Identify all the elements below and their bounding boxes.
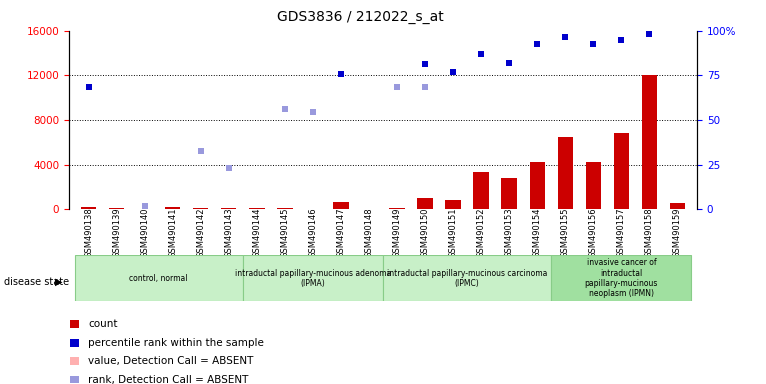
Text: GSM490146: GSM490146 bbox=[309, 207, 317, 258]
Text: GSM490158: GSM490158 bbox=[645, 207, 654, 258]
Text: GSM490159: GSM490159 bbox=[673, 207, 682, 258]
Bar bbox=[109, 208, 124, 209]
Bar bbox=[70, 376, 80, 383]
Text: GSM490148: GSM490148 bbox=[365, 207, 374, 258]
FancyBboxPatch shape bbox=[552, 255, 692, 301]
Text: GSM490145: GSM490145 bbox=[280, 207, 290, 258]
Text: GSM490138: GSM490138 bbox=[84, 207, 93, 258]
Bar bbox=[642, 75, 657, 209]
Bar bbox=[585, 162, 601, 209]
Text: GSM490141: GSM490141 bbox=[169, 207, 177, 258]
Text: GSM490156: GSM490156 bbox=[589, 207, 597, 258]
Bar bbox=[502, 178, 517, 209]
FancyBboxPatch shape bbox=[383, 255, 552, 301]
FancyBboxPatch shape bbox=[74, 255, 243, 301]
FancyBboxPatch shape bbox=[243, 255, 383, 301]
Text: GSM490140: GSM490140 bbox=[140, 207, 149, 258]
Bar bbox=[614, 133, 629, 209]
Bar bbox=[558, 137, 573, 209]
Bar bbox=[473, 172, 489, 209]
Bar bbox=[165, 207, 181, 209]
Text: GSM490153: GSM490153 bbox=[505, 207, 514, 258]
Text: GDS3836 / 212022_s_at: GDS3836 / 212022_s_at bbox=[277, 10, 444, 23]
Text: GSM490150: GSM490150 bbox=[421, 207, 430, 258]
Text: percentile rank within the sample: percentile rank within the sample bbox=[88, 338, 264, 348]
Text: GSM490154: GSM490154 bbox=[532, 207, 542, 258]
Bar bbox=[70, 320, 80, 328]
Text: invasive cancer of
intraductal
papillary-mucinous
neoplasm (IPMN): invasive cancer of intraductal papillary… bbox=[584, 258, 658, 298]
Bar bbox=[669, 203, 685, 209]
Text: GSM490155: GSM490155 bbox=[561, 207, 570, 258]
Text: GSM490152: GSM490152 bbox=[476, 207, 486, 258]
Text: disease state: disease state bbox=[4, 277, 69, 287]
Bar bbox=[417, 198, 433, 209]
Text: intraductal papillary-mucinous carcinoma
(IPMC): intraductal papillary-mucinous carcinoma… bbox=[387, 269, 548, 288]
Text: intraductal papillary-mucinous adenoma
(IPMA): intraductal papillary-mucinous adenoma (… bbox=[234, 269, 391, 288]
Text: GSM490149: GSM490149 bbox=[392, 207, 401, 258]
Bar bbox=[193, 208, 208, 209]
Bar bbox=[221, 208, 237, 209]
Text: GSM490142: GSM490142 bbox=[196, 207, 205, 258]
Bar bbox=[70, 357, 80, 365]
Text: GSM490147: GSM490147 bbox=[336, 207, 345, 258]
Text: control, normal: control, normal bbox=[129, 274, 188, 283]
Bar bbox=[70, 339, 80, 346]
Text: GSM490144: GSM490144 bbox=[252, 207, 261, 258]
Text: GSM490151: GSM490151 bbox=[449, 207, 457, 258]
Bar bbox=[445, 200, 461, 209]
Bar bbox=[333, 202, 349, 209]
Bar bbox=[249, 208, 264, 209]
Text: value, Detection Call = ABSENT: value, Detection Call = ABSENT bbox=[88, 356, 254, 366]
Text: GSM490139: GSM490139 bbox=[112, 207, 121, 258]
Text: count: count bbox=[88, 319, 118, 329]
Bar bbox=[81, 207, 97, 209]
Text: GSM490157: GSM490157 bbox=[617, 207, 626, 258]
Text: GSM490143: GSM490143 bbox=[224, 207, 234, 258]
Text: ▶: ▶ bbox=[55, 277, 63, 287]
Text: rank, Detection Call = ABSENT: rank, Detection Call = ABSENT bbox=[88, 375, 248, 384]
Bar bbox=[529, 162, 545, 209]
